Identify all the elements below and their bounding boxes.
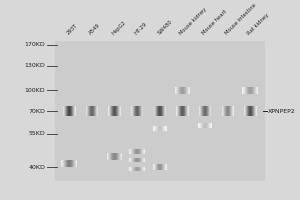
Text: Rat kidney: Rat kidney [247,12,270,36]
Text: 170KD: 170KD [25,42,45,47]
Text: 55KD: 55KD [28,131,45,136]
Text: SW480: SW480 [156,19,173,36]
FancyBboxPatch shape [55,41,265,181]
Text: HT-29: HT-29 [134,22,148,36]
Text: 293T: 293T [66,23,79,36]
Text: HepG2: HepG2 [111,20,127,36]
Text: 100KD: 100KD [25,88,45,93]
Text: Mouse heart: Mouse heart [202,9,228,36]
Text: Mouse kidney: Mouse kidney [179,7,208,36]
Text: 70KD: 70KD [28,109,45,114]
Text: 130KD: 130KD [25,63,45,68]
Text: A549: A549 [88,23,102,36]
Text: XPNPEP2: XPNPEP2 [268,109,296,114]
Text: 40KD: 40KD [28,165,45,170]
Text: Mouse intestine: Mouse intestine [224,3,257,36]
